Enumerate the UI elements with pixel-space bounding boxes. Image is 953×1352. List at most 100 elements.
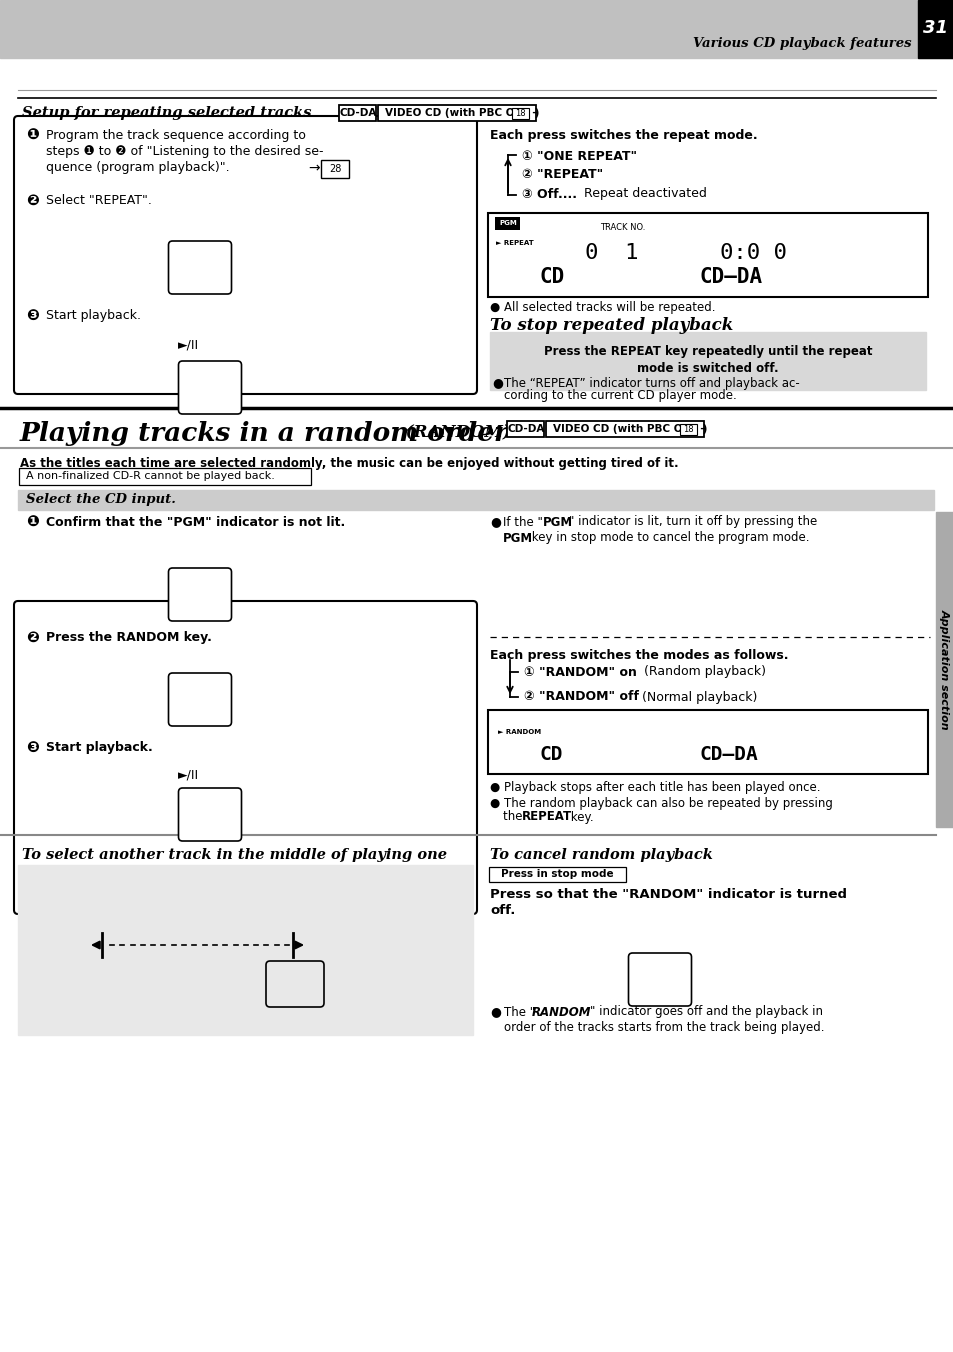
FancyBboxPatch shape (178, 788, 241, 841)
Text: As the titles each time are selected randomly, the music can be enjoyed without : As the titles each time are selected ran… (20, 457, 678, 470)
Text: Start playback.: Start playback. (46, 308, 141, 322)
Text: ► REPEAT: ► REPEAT (496, 241, 533, 246)
Text: To cancel random playback: To cancel random playback (490, 848, 712, 863)
FancyBboxPatch shape (320, 160, 349, 178)
Text: Select the CD input.: Select the CD input. (26, 493, 175, 507)
Text: " indicator is lit, turn it off by pressing the: " indicator is lit, turn it off by press… (568, 515, 817, 529)
Text: Program the track sequence according to: Program the track sequence according to (46, 128, 306, 142)
Text: The ": The " (503, 1006, 535, 1018)
FancyBboxPatch shape (266, 961, 324, 1007)
Bar (0, 0, 953, 58)
Text: CD–DA: CD–DA (700, 266, 762, 287)
Text: ): ) (698, 425, 706, 434)
FancyBboxPatch shape (506, 420, 544, 437)
Text: PGM: PGM (498, 220, 517, 226)
Text: (Normal playback): (Normal playback) (638, 691, 757, 703)
Text: TRACK NO.: TRACK NO. (599, 223, 644, 231)
FancyBboxPatch shape (546, 420, 703, 437)
FancyBboxPatch shape (512, 108, 529, 119)
Bar (18, 489, 933, 510)
Text: Each press switches the repeat mode.: Each press switches the repeat mode. (490, 128, 757, 142)
Text: VIDEO CD (with PBC OFF –: VIDEO CD (with PBC OFF – (385, 108, 537, 118)
Text: A non-finalized CD-R cannot be played back.: A non-finalized CD-R cannot be played ba… (26, 470, 274, 481)
Text: Press in stop mode: Press in stop mode (500, 869, 613, 879)
Text: If the ": If the " (502, 515, 542, 529)
Text: ❷: ❷ (26, 192, 39, 207)
Text: Select "REPEAT".: Select "REPEAT". (46, 193, 152, 207)
FancyBboxPatch shape (488, 214, 927, 297)
Text: To select another track in the middle of playing one: To select another track in the middle of… (22, 848, 447, 863)
Text: REPEAT: REPEAT (521, 810, 572, 823)
Text: 18: 18 (515, 108, 525, 118)
FancyBboxPatch shape (169, 673, 232, 726)
Text: ● Playback stops after each title has been played once.: ● Playback stops after each title has be… (490, 780, 820, 794)
FancyBboxPatch shape (338, 105, 376, 120)
Text: ② "REPEAT": ② "REPEAT" (521, 169, 602, 181)
Text: ● All selected tracks will be repeated.: ● All selected tracks will be repeated. (490, 300, 715, 314)
Text: Setup for repeating selected tracks: Setup for repeating selected tracks (22, 105, 312, 120)
Text: 0  1: 0 1 (584, 243, 638, 264)
Text: Playing tracks in a random order: Playing tracks in a random order (20, 420, 508, 446)
Bar (917, 0, 953, 58)
FancyBboxPatch shape (178, 361, 241, 414)
FancyBboxPatch shape (679, 423, 697, 434)
Text: (Random playback): (Random playback) (639, 665, 765, 679)
Text: The “REPEAT” indicator turns off and playback ac-: The “REPEAT” indicator turns off and pla… (503, 376, 799, 389)
Text: Confirm that the "PGM" indicator is not lit.: Confirm that the "PGM" indicator is not … (46, 515, 345, 529)
Text: ❸: ❸ (26, 307, 39, 323)
Text: 28: 28 (329, 164, 341, 174)
Text: ●: ● (490, 1006, 500, 1018)
FancyBboxPatch shape (628, 953, 691, 1006)
Text: key in stop mode to cancel the program mode.: key in stop mode to cancel the program m… (527, 531, 809, 545)
Text: CD–DA: CD–DA (700, 745, 758, 764)
Text: 31: 31 (923, 19, 947, 37)
FancyBboxPatch shape (169, 241, 232, 293)
Text: Each press switches the modes as follows.: Each press switches the modes as follows… (490, 649, 788, 661)
Bar (935, 512, 953, 827)
Text: ① "RANDOM" on: ① "RANDOM" on (523, 665, 637, 679)
FancyBboxPatch shape (19, 468, 311, 485)
Text: ② "RANDOM" off: ② "RANDOM" off (523, 691, 639, 703)
Text: ❸: ❸ (26, 740, 39, 754)
Text: (RANDOM): (RANDOM) (399, 425, 510, 442)
Text: CD: CD (539, 266, 565, 287)
Text: PGM: PGM (502, 531, 533, 545)
Text: the: the (502, 810, 526, 823)
Text: Repeat deactivated: Repeat deactivated (579, 188, 706, 200)
Text: ❶: ❶ (26, 127, 39, 142)
Text: ③ Off....: ③ Off.... (521, 188, 577, 200)
Text: To stop repeated playback: To stop repeated playback (490, 316, 733, 334)
Text: off.: off. (490, 904, 515, 918)
FancyBboxPatch shape (169, 568, 232, 621)
Text: VIDEO CD (with PBC OFF –: VIDEO CD (with PBC OFF – (553, 425, 705, 434)
Text: ❷: ❷ (26, 630, 39, 645)
Text: ●: ● (490, 515, 500, 529)
Text: ): ) (530, 108, 538, 118)
FancyBboxPatch shape (489, 867, 625, 882)
Text: ① "ONE REPEAT": ① "ONE REPEAT" (521, 150, 637, 164)
Text: Press the RANDOM key.: Press the RANDOM key. (46, 630, 212, 644)
FancyBboxPatch shape (14, 116, 476, 393)
Text: cording to the current CD player mode.: cording to the current CD player mode. (503, 389, 736, 403)
Text: key.: key. (566, 810, 593, 823)
Text: ►/II: ►/II (178, 338, 199, 352)
Text: Press the REPEAT key repeatedly until the repeat: Press the REPEAT key repeatedly until th… (543, 346, 871, 358)
Text: steps ❶ to ❷ of "Listening to the desired se-: steps ❶ to ❷ of "Listening to the desire… (46, 146, 323, 158)
Text: quence (program playback)".: quence (program playback)". (46, 161, 230, 174)
Text: Press so that the "RANDOM" indicator is turned: Press so that the "RANDOM" indicator is … (490, 888, 846, 902)
Bar (490, 333, 925, 389)
Text: →: → (308, 161, 319, 174)
Text: CD: CD (539, 745, 563, 764)
Text: Start playback.: Start playback. (46, 741, 152, 753)
Text: ► RANDOM: ► RANDOM (497, 729, 540, 735)
Text: CD-DA: CD-DA (338, 108, 376, 118)
Text: ●: ● (492, 376, 502, 389)
Bar (18, 865, 473, 1036)
Text: RANDOM: RANDOM (532, 1006, 591, 1018)
Text: " indicator goes off and the playback in: " indicator goes off and the playback in (589, 1006, 822, 1018)
Text: CD-DA: CD-DA (507, 425, 544, 434)
Text: order of the tracks starts from the track being played.: order of the tracks starts from the trac… (503, 1021, 823, 1033)
Text: 18: 18 (682, 425, 693, 434)
Text: ►/II: ►/II (178, 768, 199, 781)
FancyBboxPatch shape (495, 216, 520, 230)
